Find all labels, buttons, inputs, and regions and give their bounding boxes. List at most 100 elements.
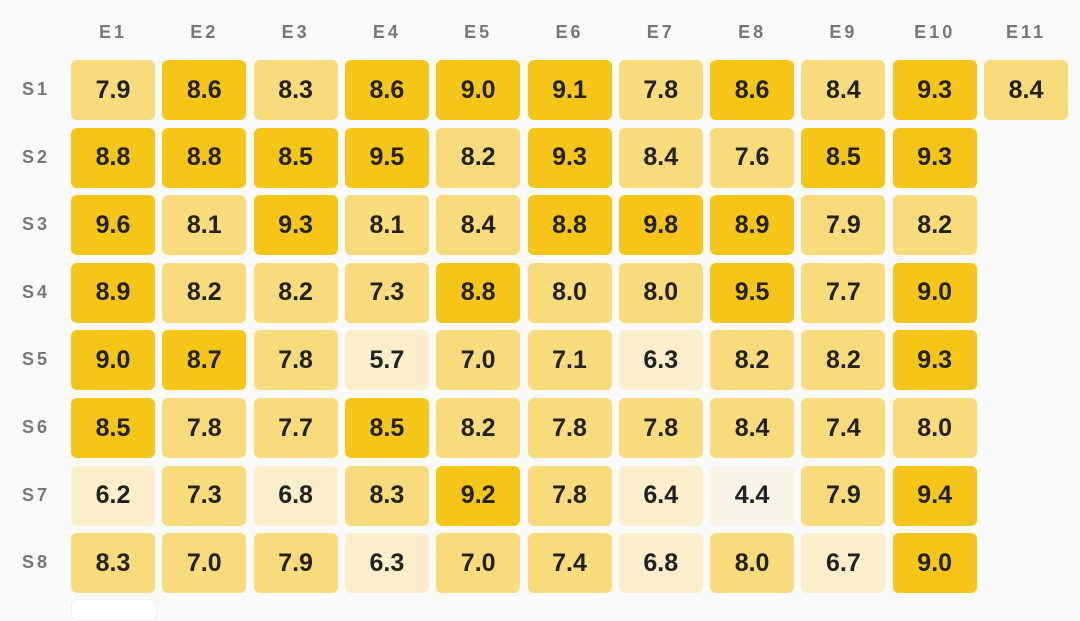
- heatmap-cell-s4-e4[interactable]: 7.3: [344, 262, 429, 323]
- heatmap-cell-s6-e1[interactable]: 8.5: [71, 398, 155, 458]
- heatmap-cell-s5-e1[interactable]: 9.0: [71, 330, 155, 391]
- row-label-s4: S4: [21, 281, 51, 302]
- heatmap-cell-s4-e6[interactable]: 8.0: [527, 262, 612, 323]
- heatmap-cell-s6-e7[interactable]: 7.8: [618, 398, 703, 458]
- heatmap-cell-s3-e6[interactable]: 8.8: [527, 195, 612, 256]
- heatmap-cell-s8-e3[interactable]: 7.9: [253, 533, 338, 594]
- heatmap-cell-s3-e8[interactable]: 8.9: [710, 195, 795, 256]
- heatmap-cell-s2-e9[interactable]: 8.5: [801, 127, 886, 188]
- heatmap-cell-s5-e9[interactable]: 8.2: [801, 330, 886, 391]
- heatmap-cell-s1-e6[interactable]: 9.1: [527, 60, 612, 120]
- heatmap-cell-s4-e9[interactable]: 7.7: [801, 262, 886, 323]
- heatmap-cell-s4-e7[interactable]: 8.0: [618, 262, 703, 323]
- heatmap-cell-s2-e2[interactable]: 8.8: [162, 127, 247, 188]
- heatmap-cell-s7-e3[interactable]: 6.8: [253, 465, 338, 526]
- heatmap-cell-s2-e4[interactable]: 9.5: [344, 127, 429, 188]
- heatmap-cell-s6-e6[interactable]: 7.8: [527, 398, 612, 458]
- heatmap-cell-s3-e5[interactable]: 8.4: [436, 195, 521, 256]
- heatmap-cell-s8-e8[interactable]: 8.0: [710, 533, 795, 594]
- heatmap-cell-s5-e3[interactable]: 7.8: [253, 330, 338, 391]
- heatmap-cell-s5-e10[interactable]: 9.3: [892, 330, 977, 391]
- heatmap-cell-s1-e7[interactable]: 7.8: [618, 60, 703, 120]
- heatmap-cell-s2-e7[interactable]: 8.4: [618, 127, 703, 188]
- heatmap-cell-s1-e8[interactable]: 8.6: [710, 60, 795, 120]
- heatmap-cell-s8-e5[interactable]: 7.0: [436, 533, 521, 594]
- heatmap-cell-s3-e10[interactable]: 8.2: [892, 195, 977, 256]
- heatmap-cell-s6-e4[interactable]: 8.5: [344, 398, 429, 458]
- heatmap-cell-s4-e5[interactable]: 8.8: [436, 262, 521, 323]
- heatmap-cell-s6-e3[interactable]: 7.7: [253, 398, 338, 458]
- heatmap-cell-s5-e6[interactable]: 7.1: [527, 330, 612, 391]
- heatmap-cell-s6-e2[interactable]: 7.8: [162, 398, 247, 458]
- heatmap-cell-s2-e10[interactable]: 9.3: [892, 127, 977, 188]
- heatmap-cell-s6-e8[interactable]: 8.4: [710, 398, 795, 458]
- heatmap-cell-s1-e1[interactable]: 7.9: [71, 60, 155, 120]
- heatmap-cell-s5-e8[interactable]: 8.2: [710, 330, 795, 391]
- heatmap-cell-s7-e5[interactable]: 9.2: [436, 465, 521, 526]
- heatmap-cell-s5-e5[interactable]: 7.0: [436, 330, 521, 391]
- heatmap-cell-s3-e2[interactable]: 8.1: [162, 195, 247, 256]
- heatmap-cell-s3-e4[interactable]: 8.1: [344, 195, 429, 256]
- heatmap-cell-s7-e2[interactable]: 7.3: [162, 465, 247, 526]
- heatmap-cell-s5-e4[interactable]: 5.7: [344, 330, 429, 391]
- heatmap-cell-s3-e7[interactable]: 9.8: [618, 195, 703, 256]
- row-label-s3: S3: [21, 214, 51, 235]
- column-label-e3: E3: [281, 22, 310, 42]
- heatmap-cell-s8-e7[interactable]: 6.8: [618, 533, 703, 594]
- heatmap-cell-s5-e7[interactable]: 6.3: [618, 330, 703, 391]
- heatmap-cell-s8-e4[interactable]: 6.3: [344, 533, 429, 594]
- column-label-e9: E9: [829, 22, 858, 42]
- heatmap-cell-s7-e4[interactable]: 8.3: [344, 465, 429, 526]
- heatmap-cell-s5-e2[interactable]: 8.7: [162, 330, 247, 391]
- heatmap-cell-s1-e10[interactable]: 9.3: [892, 60, 977, 120]
- heatmap-cell-s4-e8[interactable]: 9.5: [710, 262, 795, 323]
- partial-cell-next-row: [71, 599, 157, 621]
- heatmap-cell-s7-e8[interactable]: 4.4: [710, 465, 795, 526]
- row-label-s2: S2: [21, 146, 51, 167]
- heatmap-cell-s4-e2[interactable]: 8.2: [162, 262, 247, 323]
- heatmap-cell-s2-e5[interactable]: 8.2: [436, 127, 521, 188]
- heatmap-cell-s8-e9[interactable]: 6.7: [801, 533, 886, 594]
- row-label-s7: S7: [21, 484, 51, 505]
- heatmap-cell-s1-e11[interactable]: 8.4: [984, 60, 1068, 120]
- heatmap-cell-s3-e1[interactable]: 9.6: [71, 195, 155, 256]
- heatmap-cell-s1-e3[interactable]: 8.3: [253, 60, 338, 120]
- heatmap-cell-s3-e9[interactable]: 7.9: [801, 195, 886, 256]
- heatmap-cell-s8-e2[interactable]: 7.0: [162, 533, 247, 594]
- heatmap-cell-s1-e4[interactable]: 8.6: [344, 60, 429, 120]
- column-label-e10: E10: [914, 22, 956, 42]
- row-label-s8: S8: [21, 552, 51, 573]
- row-label-s5: S5: [21, 349, 51, 370]
- heatmap-cell-s1-e9[interactable]: 8.4: [801, 60, 886, 120]
- heatmap-cell-s7-e10[interactable]: 9.4: [892, 465, 977, 526]
- heatmap-cell-s6-e9[interactable]: 7.4: [801, 398, 886, 458]
- heatmap-cell-s3-e3[interactable]: 9.3: [253, 195, 338, 256]
- heatmap-cell-s2-e1[interactable]: 8.8: [71, 127, 155, 188]
- column-label-e1: E1: [98, 22, 128, 42]
- heatmap-cell-s1-e5[interactable]: 9.0: [436, 60, 521, 120]
- heatmap-cell-s2-e8[interactable]: 7.6: [710, 127, 795, 188]
- column-label-e5: E5: [464, 22, 493, 42]
- column-label-e6: E6: [555, 22, 584, 42]
- heatmap-cell-s8-e10[interactable]: 9.0: [892, 533, 977, 594]
- heatmap-cell-s6-e10[interactable]: 8.0: [892, 398, 977, 458]
- column-label-e2: E2: [190, 22, 219, 42]
- row-label-s1: S1: [21, 79, 51, 99]
- heatmap-cell-s6-e5[interactable]: 8.2: [436, 398, 521, 458]
- column-label-e7: E7: [646, 22, 675, 42]
- row-label-s6: S6: [21, 417, 51, 437]
- heatmap-cell-s4-e1[interactable]: 8.9: [71, 262, 155, 323]
- heatmap-cell-s4-e10[interactable]: 9.0: [892, 262, 977, 323]
- heatmap-cell-s1-e2[interactable]: 8.6: [162, 60, 247, 120]
- column-label-e11: E11: [1005, 22, 1047, 42]
- heatmap-cell-s7-e1[interactable]: 6.2: [71, 465, 155, 526]
- heatmap-cell-s4-e3[interactable]: 8.2: [253, 262, 338, 323]
- column-label-e4: E4: [372, 22, 401, 42]
- heatmap-cell-s8-e1[interactable]: 8.3: [71, 533, 155, 594]
- heatmap-cell-s2-e6[interactable]: 9.3: [527, 127, 612, 188]
- heatmap-cell-s7-e6[interactable]: 7.8: [527, 465, 612, 526]
- heatmap-cell-s7-e9[interactable]: 7.9: [801, 465, 886, 526]
- heatmap-cell-s2-e3[interactable]: 8.5: [253, 127, 338, 188]
- heatmap-cell-s8-e6[interactable]: 7.4: [527, 533, 612, 594]
- heatmap-cell-s7-e7[interactable]: 6.4: [618, 465, 703, 526]
